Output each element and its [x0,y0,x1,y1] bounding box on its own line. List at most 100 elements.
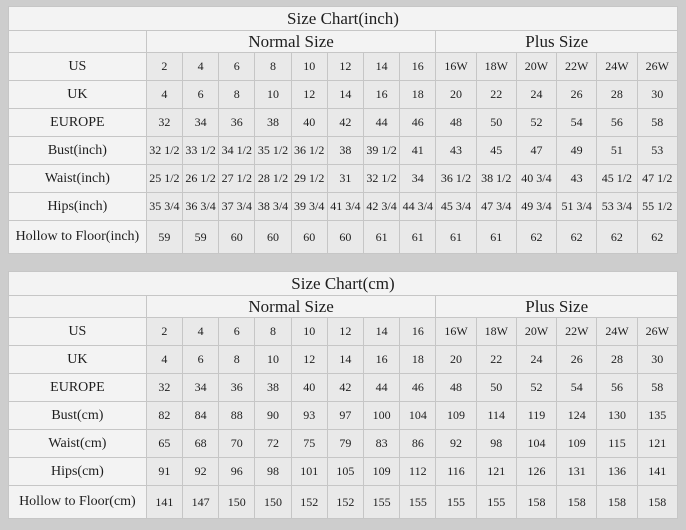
table-cell: 68 [181,429,220,458]
column-group-row: Normal Size Plus Size [8,295,678,318]
table-cell: 109 [556,429,598,458]
table-cell: 44 [362,108,401,137]
table-cell: 24W [596,317,638,346]
table-cell: 39 1/2 [362,136,401,165]
table-cell: 150 [218,485,256,519]
chart-title: Size Chart(cm) [8,271,678,296]
table-cell: 34 [181,108,220,137]
table-row: UK 4 6 8 10 12 14 16 18 20 22 24 26 28 30 [8,345,679,374]
table-cell: 115 [596,429,638,458]
row-label: EUROPE [8,373,147,402]
table-cell: 8 [254,52,292,81]
table-cell: 18 [399,80,437,109]
table-cell: 92 [181,457,220,486]
table-cell: 36 3/4 [181,192,220,221]
table-cell: 26W [636,317,679,346]
row-label: Waist(inch) [8,164,147,193]
table-cell: 53 [636,136,678,165]
table-cell: 92 [435,429,477,458]
table-cell: 26 [556,345,598,374]
table-cell: 47 1/2 [636,164,678,193]
table-cell: 158 [515,485,558,519]
table-cell: 20 [435,80,477,109]
table-cell: 47 3/4 [475,192,517,221]
table-cell: 50 [475,108,517,137]
table-cell: 88 [218,401,256,430]
table-cell: 45 1/2 [596,164,638,193]
table-cell: 105 [326,457,365,486]
table-cell: 28 [596,345,638,374]
size-chart-inch-table: Size Chart(inch) Normal Size Plus Size US 2 4… [8,6,678,254]
table-cell: 109 [363,457,401,486]
column-group-row: Normal Size Plus Size [8,30,678,53]
table-cell: 56 [596,373,638,402]
table-cell: 49 3/4 [515,192,558,221]
table-cell: 84 [181,401,220,430]
table-cell: 36 [218,373,256,402]
table-cell: 33 1/2 [181,136,220,165]
table-cell: 150 [254,485,292,519]
table-row: Hollow to Floor(inch) 59 59 60 60 60 60 61 61 61 6… [8,220,678,254]
table-cell: 49 [556,136,598,165]
table-cell: 26 [556,80,598,109]
table-cell: 72 [254,429,292,458]
column-group-normal-size: Normal Size [145,30,437,53]
table-cell: 12 [326,317,365,346]
table-cell: 18W [475,317,517,346]
row-label: EUROPE [8,108,147,137]
table-cell: 14 [363,317,401,346]
row-label: UK [8,80,147,109]
table-cell: 6 [218,317,256,346]
table-cell: 12 [290,80,328,109]
table-cell: 46 [399,373,437,402]
table-cell: 10 [254,345,292,374]
table-cell: 20 [435,345,477,374]
row-label: UK [8,345,147,374]
table-cell: 42 [326,373,365,402]
table-cell: 52 [515,108,558,137]
table-cell: 27 1/2 [218,164,256,193]
table-cell: 10 [254,80,292,109]
table-cell: 70 [218,429,256,458]
table-cell: 20W [515,52,558,81]
size-chart-inch-body: Size Chart(inch) Normal Size Plus Size US 2 4… [8,6,678,254]
table-cell: 60 [290,220,328,254]
table-cell: 14 [326,345,365,374]
table-cell: 45 3/4 [435,192,477,221]
table-cell: 75 [290,429,328,458]
table-cell: 32 [145,373,184,402]
table-cell: 61 [475,220,517,254]
table-cell: 24 [515,80,558,109]
table-cell: 28 [596,80,638,109]
table-row: UK 4 6 8 10 12 14 16 18 20 22 24 26 28 30 [8,80,678,109]
table-cell: 158 [556,485,598,519]
row-label: Hips(cm) [8,457,147,486]
table-cell: 36 [218,108,256,137]
table-cell: 14 [362,52,401,81]
table-cell: 114 [475,401,517,430]
row-label: Bust(cm) [8,401,147,430]
table-cell: 40 [290,373,328,402]
table-cell: 24 [515,345,558,374]
table-cell: 38 [254,108,292,137]
table-cell: 46 [399,108,437,137]
table-cell: 91 [145,457,184,486]
table-cell: 30 [636,80,678,109]
table-cell: 12 [326,52,365,81]
table-cell: 48 [435,108,477,137]
table-cell: 56 [596,108,638,137]
chart-title: Size Chart(inch) [8,6,678,31]
table-cell: 35 3/4 [145,192,183,221]
table-cell: 38 [326,136,365,165]
table-row: Bust(inch) 32 1/2 33 1/2 34 1/2 35 1/2 36 1/2… [8,136,678,165]
table-cell: 55 1/2 [636,192,678,221]
table-cell: 20W [515,317,558,346]
table-cell: 54 [556,108,598,137]
table-cell: 62 [636,220,678,254]
table-cell: 86 [399,429,437,458]
table-cell: 6 [181,345,220,374]
table-cell: 26 1/2 [181,164,220,193]
table-cell: 109 [435,401,477,430]
table-cell: 59 [145,220,183,254]
chart-title-row: Size Chart(inch) [8,6,678,31]
